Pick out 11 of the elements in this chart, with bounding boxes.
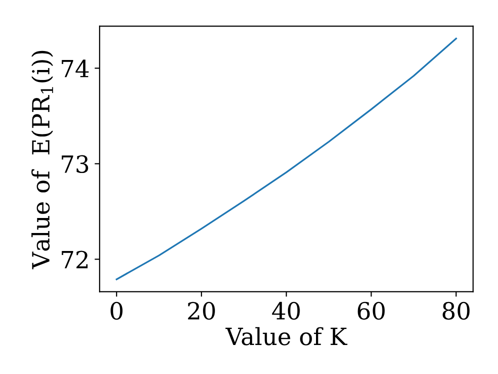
x-tick-label: 0: [110, 302, 123, 320]
y-axis-title: Value of E(PR$_{1}$(i)): [31, 50, 54, 270]
x-axis-title: Value of K: [225, 327, 348, 346]
y-tick-label: 73: [62, 155, 88, 174]
line-series: [116, 38, 457, 280]
x-tick-label: 20: [188, 302, 215, 320]
x-tick-label: 60: [358, 302, 385, 320]
x-tick-label: 80: [442, 302, 470, 320]
y-tick-label: 72: [62, 250, 88, 268]
x-tick-label: 40: [272, 302, 300, 320]
y-tick-label: 74: [62, 60, 89, 78]
